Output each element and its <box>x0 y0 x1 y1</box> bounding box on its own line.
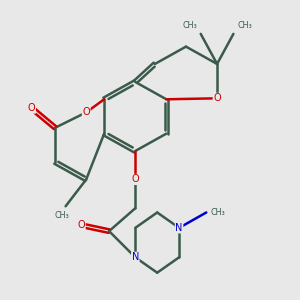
Text: CH₃: CH₃ <box>182 21 197 30</box>
Text: O: O <box>77 220 85 230</box>
Text: N: N <box>132 252 139 262</box>
Text: CH₃: CH₃ <box>237 21 252 30</box>
Text: O: O <box>82 107 90 117</box>
Text: CH₃: CH₃ <box>210 208 225 217</box>
Text: CH₃: CH₃ <box>55 211 70 220</box>
Text: O: O <box>28 103 35 113</box>
Text: N: N <box>176 223 183 233</box>
Text: O: O <box>131 174 139 184</box>
Text: O: O <box>213 93 221 103</box>
